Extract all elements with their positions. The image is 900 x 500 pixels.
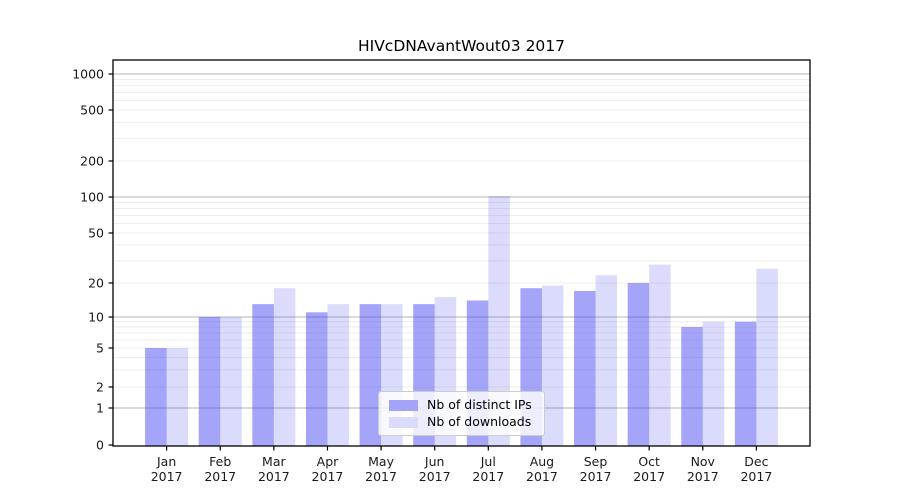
bar-distinct-ips-oct <box>627 283 650 446</box>
y-tick-label: 200 <box>80 154 104 169</box>
x-tick-label-month: Jan <box>156 454 176 469</box>
y-tick-label: 0 <box>96 438 104 453</box>
x-tick-label-year: 2017 <box>472 469 504 484</box>
y-tick-label: 1 <box>96 401 104 416</box>
bar-distinct-ips-nov <box>681 326 703 446</box>
bar-downloads-jul <box>488 195 510 446</box>
x-tick-label-year: 2017 <box>526 469 558 484</box>
bar-distinct-ips-mar <box>252 304 274 446</box>
legend-swatch-distinct-ips <box>389 400 418 411</box>
bar-distinct-ips-apr <box>305 312 328 446</box>
x-tick-label-year: 2017 <box>312 469 344 484</box>
legend-swatch-downloads <box>389 417 418 428</box>
bar-distinct-ips-jan <box>145 348 167 446</box>
x-tick-label-month: Oct <box>638 454 660 469</box>
legend: Nb of distinct IPs Nb of downloads <box>378 391 545 436</box>
x-tick-label-month: Dec <box>744 454 768 469</box>
x-tick-label-month: Jul <box>480 454 496 469</box>
x-tick-label-year: 2017 <box>258 469 290 484</box>
x-tick-label-year: 2017 <box>740 469 772 484</box>
legend-item-distinct-ips: Nb of distinct IPs <box>389 397 534 414</box>
x-tick-label-month: Sep <box>584 454 608 469</box>
bar-downloads-mar <box>273 288 296 446</box>
bar-downloads-sep <box>595 275 618 446</box>
bar-distinct-ips-sep <box>574 290 596 446</box>
bar-distinct-ips-feb <box>198 317 221 446</box>
bar-downloads-oct <box>649 264 671 446</box>
x-tick-label-month: Nov <box>691 454 716 469</box>
chart-title: HIVcDNAvantWout03 2017 <box>358 37 565 55</box>
x-tick-label-month: Feb <box>209 454 231 469</box>
bar-distinct-ips-dec <box>734 321 757 446</box>
x-tick-label-year: 2017 <box>580 469 612 484</box>
y-tick-label: 1000 <box>72 67 104 82</box>
x-tick-label-year: 2017 <box>365 469 397 484</box>
bar-downloads-aug <box>541 285 564 446</box>
x-tick-label-month: Jun <box>424 454 445 469</box>
x-tick-label-year: 2017 <box>687 469 719 484</box>
bar-downloads-dec <box>756 268 778 446</box>
x-tick-label-year: 2017 <box>204 469 236 484</box>
bar-distinct-ips-may <box>359 304 382 446</box>
y-tick-label: 50 <box>88 226 104 241</box>
x-tick-label-month: May <box>368 454 394 469</box>
bar-downloads-jan <box>166 348 189 446</box>
plot-frame <box>112 59 811 447</box>
legend-label-downloads: Nb of downloads <box>427 414 532 430</box>
legend-item-downloads: Nb of downloads <box>389 414 534 431</box>
legend-label-distinct-ips: Nb of distinct IPs <box>427 397 532 413</box>
bar-downloads-feb <box>220 317 242 446</box>
y-tick-label: 2 <box>96 380 104 395</box>
y-tick-label: 5 <box>96 341 104 356</box>
y-tick-label: 100 <box>80 190 104 205</box>
x-tick-label-month: Apr <box>317 454 339 469</box>
bar-downloads-nov <box>702 321 725 446</box>
x-tick-label-month: Aug <box>530 454 554 469</box>
x-tick-label-year: 2017 <box>633 469 665 484</box>
x-tick-label-year: 2017 <box>151 469 183 484</box>
x-tick-label-month: Mar <box>262 454 286 469</box>
y-tick-label: 500 <box>80 103 104 118</box>
bar-downloads-apr <box>327 304 349 446</box>
x-tick-label-year: 2017 <box>419 469 451 484</box>
y-tick-label: 20 <box>88 276 104 291</box>
y-tick-label: 10 <box>88 310 104 325</box>
